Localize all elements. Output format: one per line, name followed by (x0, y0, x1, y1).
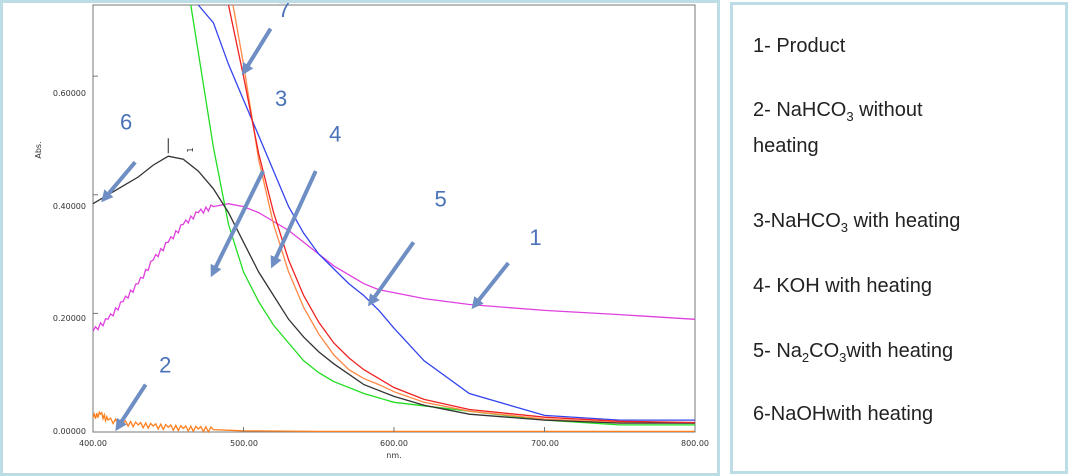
series-layer (92, 4, 696, 434)
y-tick-label: 0.60000 (53, 89, 86, 98)
legend-item-2-line2: heating (753, 135, 819, 158)
peak-marker-label: 1 (186, 147, 195, 152)
legend-item-3: 3-NaHCO3 with heating (753, 210, 960, 235)
legend-item-5: 5- Na2CO3with heating (753, 340, 953, 365)
legend-item-4: 4- KOH with heating (753, 275, 932, 298)
legend-item-1: 1- Product (753, 35, 845, 58)
annotation-layer: 6 7 3 4 5 1 2 (101, 3, 542, 432)
series-line-2 (92, 410, 695, 434)
legend-item-2-text-end: without (853, 99, 923, 121)
x-tick-label: 500.00 (230, 439, 258, 448)
legend-item-6: 6-NaOHwith heating (753, 403, 933, 426)
annotation-label-4: 4 (329, 121, 341, 146)
plot-area (92, 4, 696, 433)
annotation-label-6: 6 (120, 110, 132, 135)
axis-layer: 400.00 500.00 600.00 700.00 800.00 nm. 0… (34, 75, 709, 460)
chart-panel: 400.00 500.00 600.00 700.00 800.00 nm. 0… (0, 0, 720, 476)
legend-item-5-text: 5- Na (753, 340, 802, 362)
legend-item-2-text: 2- NaHCO (753, 99, 847, 121)
annotation-arrow-5 (367, 241, 416, 307)
annotation-label-3: 3 (275, 86, 287, 111)
legend-item-5-text-end: with heating (846, 340, 954, 362)
x-tick-label: 400.00 (79, 439, 107, 448)
legend-item-6-text: 6-NaOHwith heating (753, 403, 934, 425)
annotation-arrow-6 (101, 160, 137, 203)
legend-item-4-text: 4- KOH with heating (753, 275, 932, 297)
x-tick-label: 800.00 (681, 439, 709, 448)
x-axis-label: nm. (386, 451, 401, 460)
annotation-label-7: 7 (278, 3, 290, 22)
legend-item-5-subscript-1: 2 (801, 350, 810, 365)
legend-item-3-subscript: 3 (840, 220, 849, 235)
legend-item-2-subscript: 3 (846, 109, 854, 124)
legend-item-5-text-mid: CO (809, 340, 840, 362)
annotation-arrow-3 (210, 170, 265, 278)
annotation-arrow-7 (241, 27, 273, 76)
legend-item-3-text: 3-NaHCO (753, 210, 841, 232)
legend-panel: 1- Product 2- NaHCO3 without heating 3-N… (730, 2, 1068, 474)
spectrum-chart: 400.00 500.00 600.00 700.00 800.00 nm. 0… (34, 3, 709, 460)
legend-item-1-text: 1- Product (753, 35, 846, 57)
legend-item-2: 2- NaHCO3 without (753, 99, 923, 124)
y-axis-label: Abs. (34, 141, 43, 158)
x-tick-label: 600.00 (380, 439, 408, 448)
annotation-arrow-1 (471, 261, 510, 310)
y-tick-label: 0.40000 (53, 202, 86, 211)
annotation-label-5: 5 (435, 187, 447, 212)
x-tick-label: 700.00 (531, 439, 559, 448)
series-line-5 (197, 4, 695, 421)
series-line-1 (92, 203, 696, 332)
series-line-7 (227, 4, 696, 424)
y-tick-label: 0.20000 (53, 314, 86, 323)
series-line-4 (232, 4, 696, 424)
annotation-label-1: 1 (529, 225, 541, 250)
legend-item-5-subscript-2: 3 (839, 350, 847, 365)
y-tick-label: 0.00000 (53, 427, 86, 436)
legend-item-3-text-end: with heating (848, 210, 961, 232)
annotation-label-2: 2 (159, 353, 171, 378)
annotation-arrow-2 (115, 383, 148, 432)
series-line-6 (92, 155, 695, 424)
legend-item-2-text-line2: heating (753, 135, 819, 157)
annotation-arrow-4 (270, 170, 318, 269)
